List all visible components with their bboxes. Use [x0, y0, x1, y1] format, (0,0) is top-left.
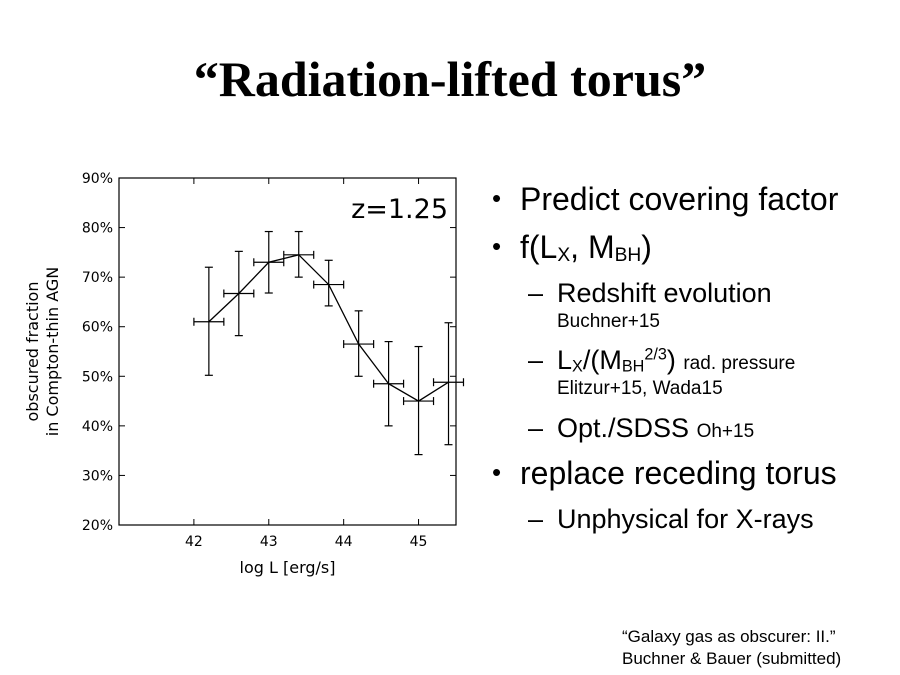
- bullet-f-sub-x: X: [557, 245, 571, 267]
- citation: “Galaxy gas as obscurer: II.” Buchner & …: [622, 626, 841, 670]
- y-tick-label: 90%: [82, 171, 113, 187]
- sub-bullet-unphysical-text: Unphysical for X-rays: [557, 503, 814, 534]
- x-tick-label: 45: [410, 534, 428, 550]
- sub-bullet-sdss: – Opt./SDSS Oh+15: [492, 412, 892, 444]
- y-tick-label: 30%: [82, 468, 113, 484]
- y-tick-label: 60%: [82, 320, 113, 336]
- slide-title: “Radiation-lifted torus”: [193, 51, 707, 107]
- rad-close: ): [666, 345, 676, 376]
- bullet-f-lx-mbh: • f(LX, MBH): [492, 228, 892, 267]
- rad-sub-bh: BH: [621, 357, 645, 376]
- x-axis-label: log L [erg/s]: [240, 558, 336, 577]
- x-tick-label: 42: [185, 534, 203, 550]
- y-tick-label: 70%: [82, 270, 113, 286]
- bullet-f-mid: , M: [570, 229, 615, 266]
- y-axis-label: in Compton-thin AGN: [43, 267, 62, 436]
- bullet-dot: •: [492, 183, 502, 213]
- sub-bullet-rad-pressure: – LX/(MBH2/3) rad. pressure Elitzur+15, …: [492, 344, 892, 402]
- bullet-replace-text: replace receding torus: [520, 455, 837, 492]
- sub-bullet-redshift: – Redshift evolution Buchner+15: [492, 277, 892, 334]
- bullet-dot: •: [492, 231, 502, 262]
- plot-frame: [118, 177, 457, 526]
- citation-line-1: “Galaxy gas as obscurer: II.”: [622, 627, 836, 646]
- bullet-list: • Predict covering factor • f(LX, MBH) –…: [492, 180, 892, 545]
- sub-bullet-redshift-text: Redshift evolution: [557, 278, 772, 309]
- y-axis-label: obscured fraction: [23, 282, 42, 422]
- y-tick-label: 50%: [82, 369, 113, 385]
- sub-bullet-dash: –: [528, 345, 544, 376]
- chart-svg: 20% 30% 40% 50% 60% 70% 80% 90% 42 43 44 45 z=1.25 lo…: [23, 171, 465, 577]
- obscured-fraction-chart: 20% 30% 40% 50% 60% 70% 80% 90% 42 43 44 45 z=1.25 lo…: [20, 160, 470, 590]
- bullet-predict-text: Predict covering factor: [520, 181, 839, 217]
- redshift-annotation: z=1.25: [351, 194, 448, 225]
- bullet-replace-torus: • replace receding torus: [492, 454, 892, 492]
- rad-l: L: [557, 345, 573, 376]
- sub-bullet-dash: –: [528, 278, 544, 309]
- rad-mid: /(M: [582, 345, 622, 376]
- sub-bullet-unphysical: – Unphysical for X-rays: [492, 503, 892, 535]
- rad-sup-exp: 2/3: [644, 345, 667, 364]
- sub-bullet-sdss-note: Oh+15: [696, 420, 755, 442]
- rad-sub-x: X: [572, 357, 583, 376]
- x-tick-label: 43: [260, 534, 278, 550]
- sub-bullet-sdss-text: Opt./SDSS: [557, 412, 690, 443]
- bullet-predict: • Predict covering factor: [492, 180, 892, 218]
- sub-bullet-dash: –: [528, 503, 544, 534]
- rad-pressure-label: rad. pressure: [683, 353, 796, 375]
- y-tick-label: 40%: [82, 419, 113, 435]
- bullet-f-suffix: ): [641, 229, 652, 266]
- data-line: [208, 254, 449, 402]
- bullet-f-sub-bh: BH: [614, 245, 642, 267]
- y-tick-label: 80%: [82, 221, 113, 237]
- sub-bullet-redshift-note: Buchner+15: [557, 310, 660, 332]
- bullet-f-prefix: f(L: [520, 229, 558, 266]
- bullet-dot: •: [492, 457, 502, 488]
- x-tick-label: 44: [335, 534, 353, 550]
- rad-pressure-note: Elitzur+15, Wada15: [557, 378, 723, 400]
- sub-bullet-dash: –: [528, 412, 544, 443]
- citation-line-2: Buchner & Bauer (submitted): [622, 649, 842, 668]
- y-tick-label: 20%: [82, 518, 113, 534]
